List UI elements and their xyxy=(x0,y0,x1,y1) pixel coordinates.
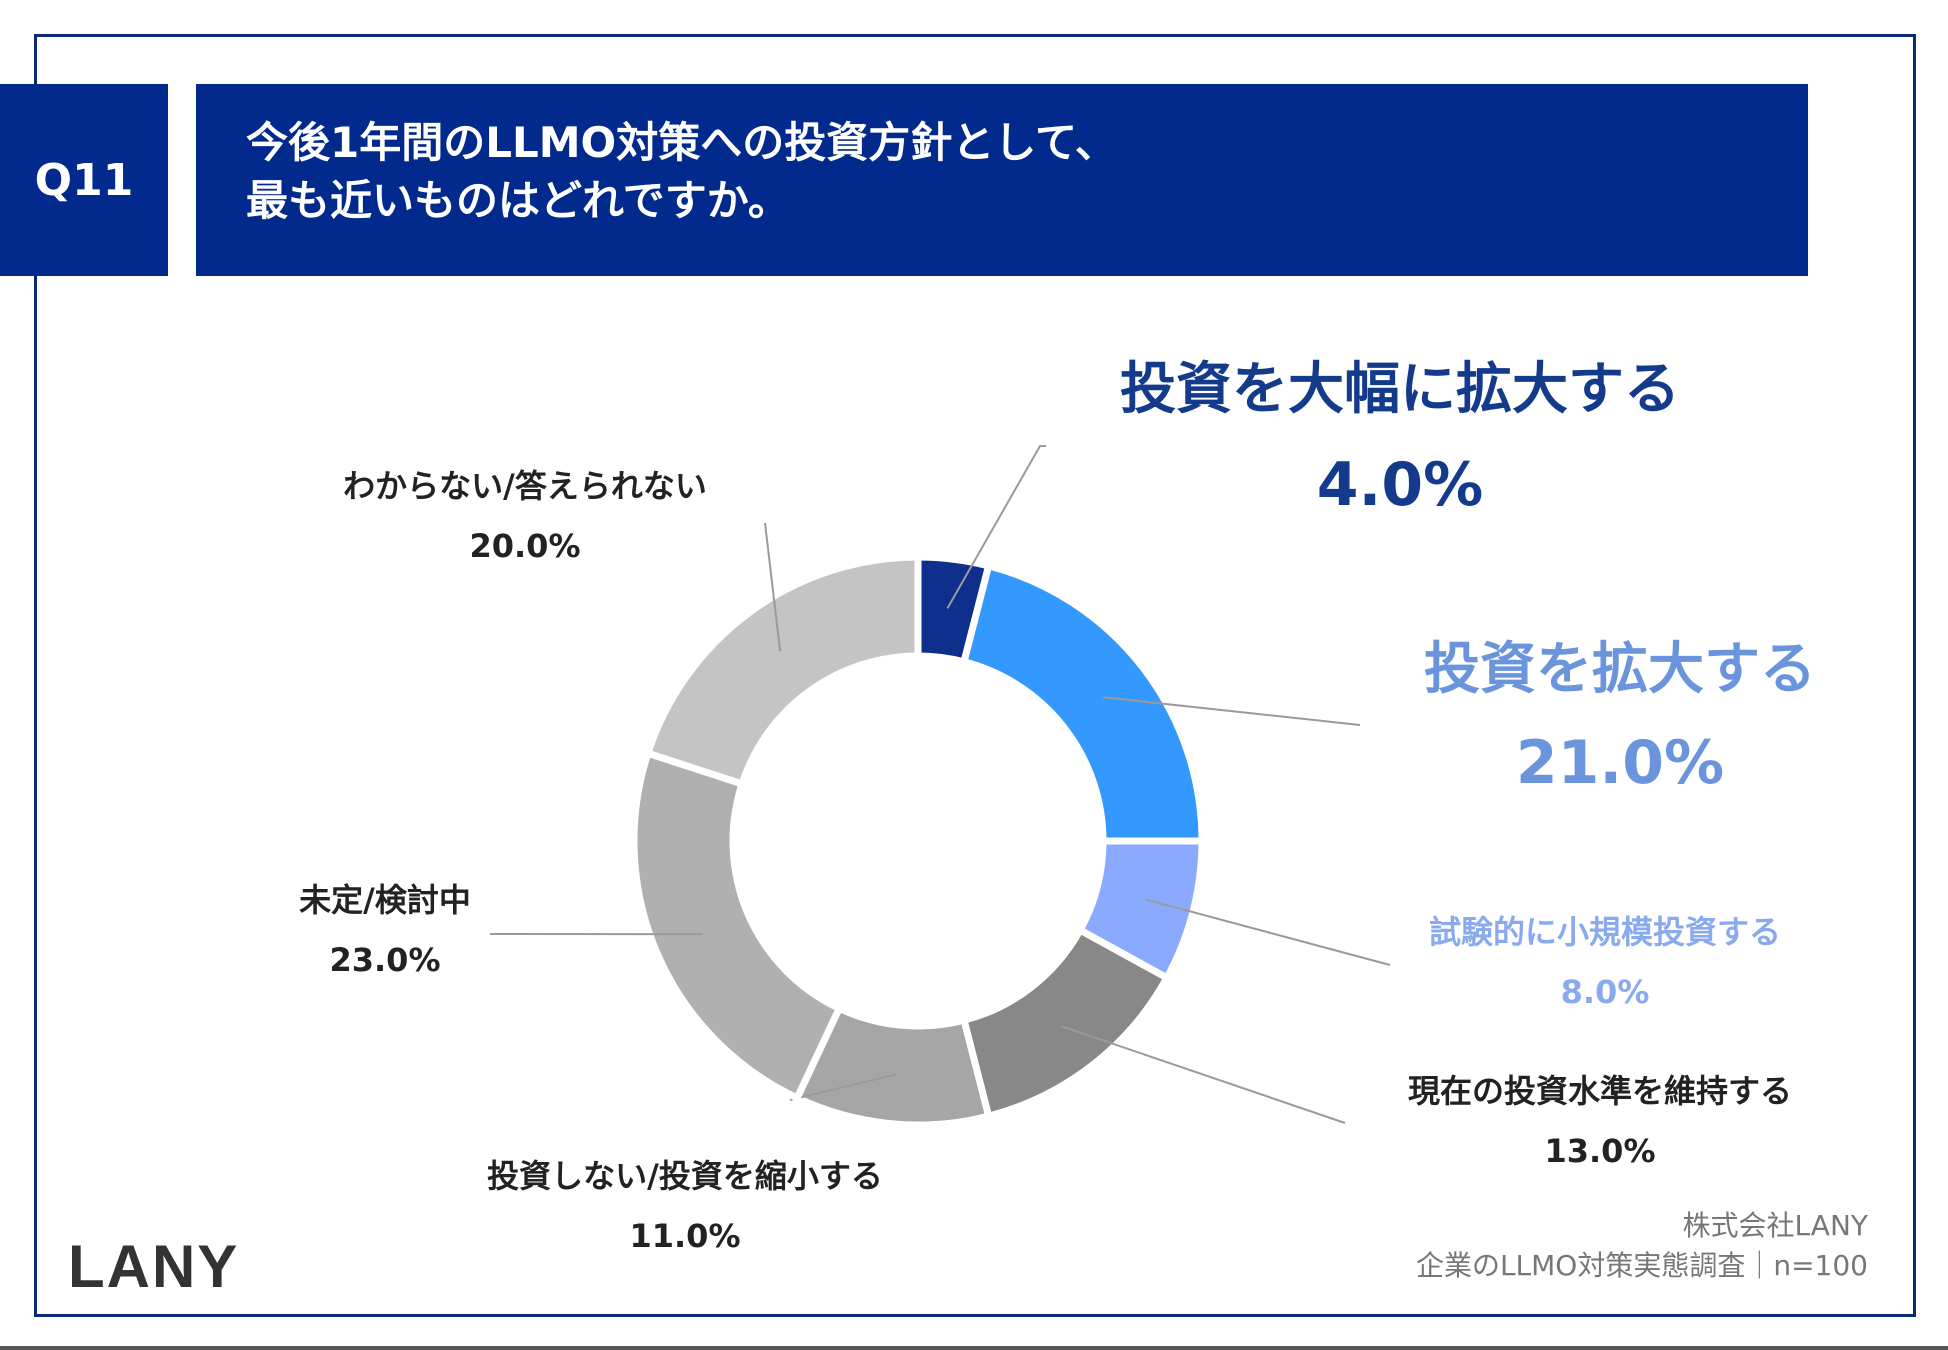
leader-line-maintain xyxy=(1061,1025,1346,1124)
bottom-rule xyxy=(0,1346,1948,1350)
value-label: 21.0% xyxy=(1515,728,1725,798)
leader-line-no-invest xyxy=(789,1073,897,1101)
value-label: 23.0% xyxy=(329,941,441,979)
company-name: 株式会社LANY xyxy=(1682,1209,1868,1242)
slide-frame xyxy=(34,34,1916,1317)
value-label: 20.0% xyxy=(469,527,581,565)
label-undecided: 未定/検討中 23.0% xyxy=(270,876,500,984)
category-label: 投資しない/投資を縮小する xyxy=(487,1157,883,1195)
donut-slice-undecided xyxy=(630,748,844,1103)
label-expand: 投資を拡大する 21.0% xyxy=(1380,630,1860,808)
question-number: Q11 xyxy=(34,154,134,206)
label-dont-know: わからない/答えられない 20.0% xyxy=(300,462,750,570)
brand-logo: LANY xyxy=(68,1233,240,1300)
leader-line-expand xyxy=(1103,696,1361,726)
survey-description: 企業のLLMO対策実態調査｜n=100 xyxy=(1415,1249,1868,1282)
label-expand-greatly: 投資を大幅に拡大する 4.0% xyxy=(1080,350,1720,530)
leader-line-dont-know xyxy=(764,522,782,652)
leader-line-expand-greatly xyxy=(946,445,1046,609)
value-label: 11.0% xyxy=(629,1217,741,1255)
donut-slice-maintain xyxy=(959,925,1172,1121)
question-title-line-2: 最も近いものはどれですか。 xyxy=(246,176,790,225)
label-trial-small: 試験的に小規模投資する 8.0% xyxy=(1400,908,1810,1016)
leader-line-trial-small xyxy=(1144,898,1391,966)
donut-slice-dont-know xyxy=(643,553,922,789)
category-label: 試験的に小規模投資する xyxy=(1428,913,1781,951)
category-label: わからない/答えられない xyxy=(343,467,707,505)
value-label: 13.0% xyxy=(1544,1132,1656,1170)
category-label: 投資を拡大する xyxy=(1424,637,1816,702)
value-label: 8.0% xyxy=(1560,973,1650,1011)
question-number-badge: Q11 xyxy=(0,84,168,276)
category-label: 未定/検討中 xyxy=(299,881,471,919)
label-no-invest: 投資しない/投資を縮小する 11.0% xyxy=(445,1152,925,1260)
question-title-line-1: 今後1年間のLLMO対策への投資方針として、 xyxy=(246,118,1117,167)
label-maintain: 現在の投資水準を維持する 13.0% xyxy=(1380,1067,1820,1175)
question-title-box: 今後1年間のLLMO対策への投資方針として、 最も近いものはどれですか。 xyxy=(196,84,1808,276)
source-note: 株式会社LANY 企業のLLMO対策実態調査｜n=100 xyxy=(1416,1206,1868,1286)
category-label: 投資を大幅に拡大する xyxy=(1120,357,1680,422)
value-label: 4.0% xyxy=(1316,450,1484,520)
donut-slice-expand xyxy=(959,561,1206,845)
category-label: 現在の投資水準を維持する xyxy=(1407,1072,1792,1110)
